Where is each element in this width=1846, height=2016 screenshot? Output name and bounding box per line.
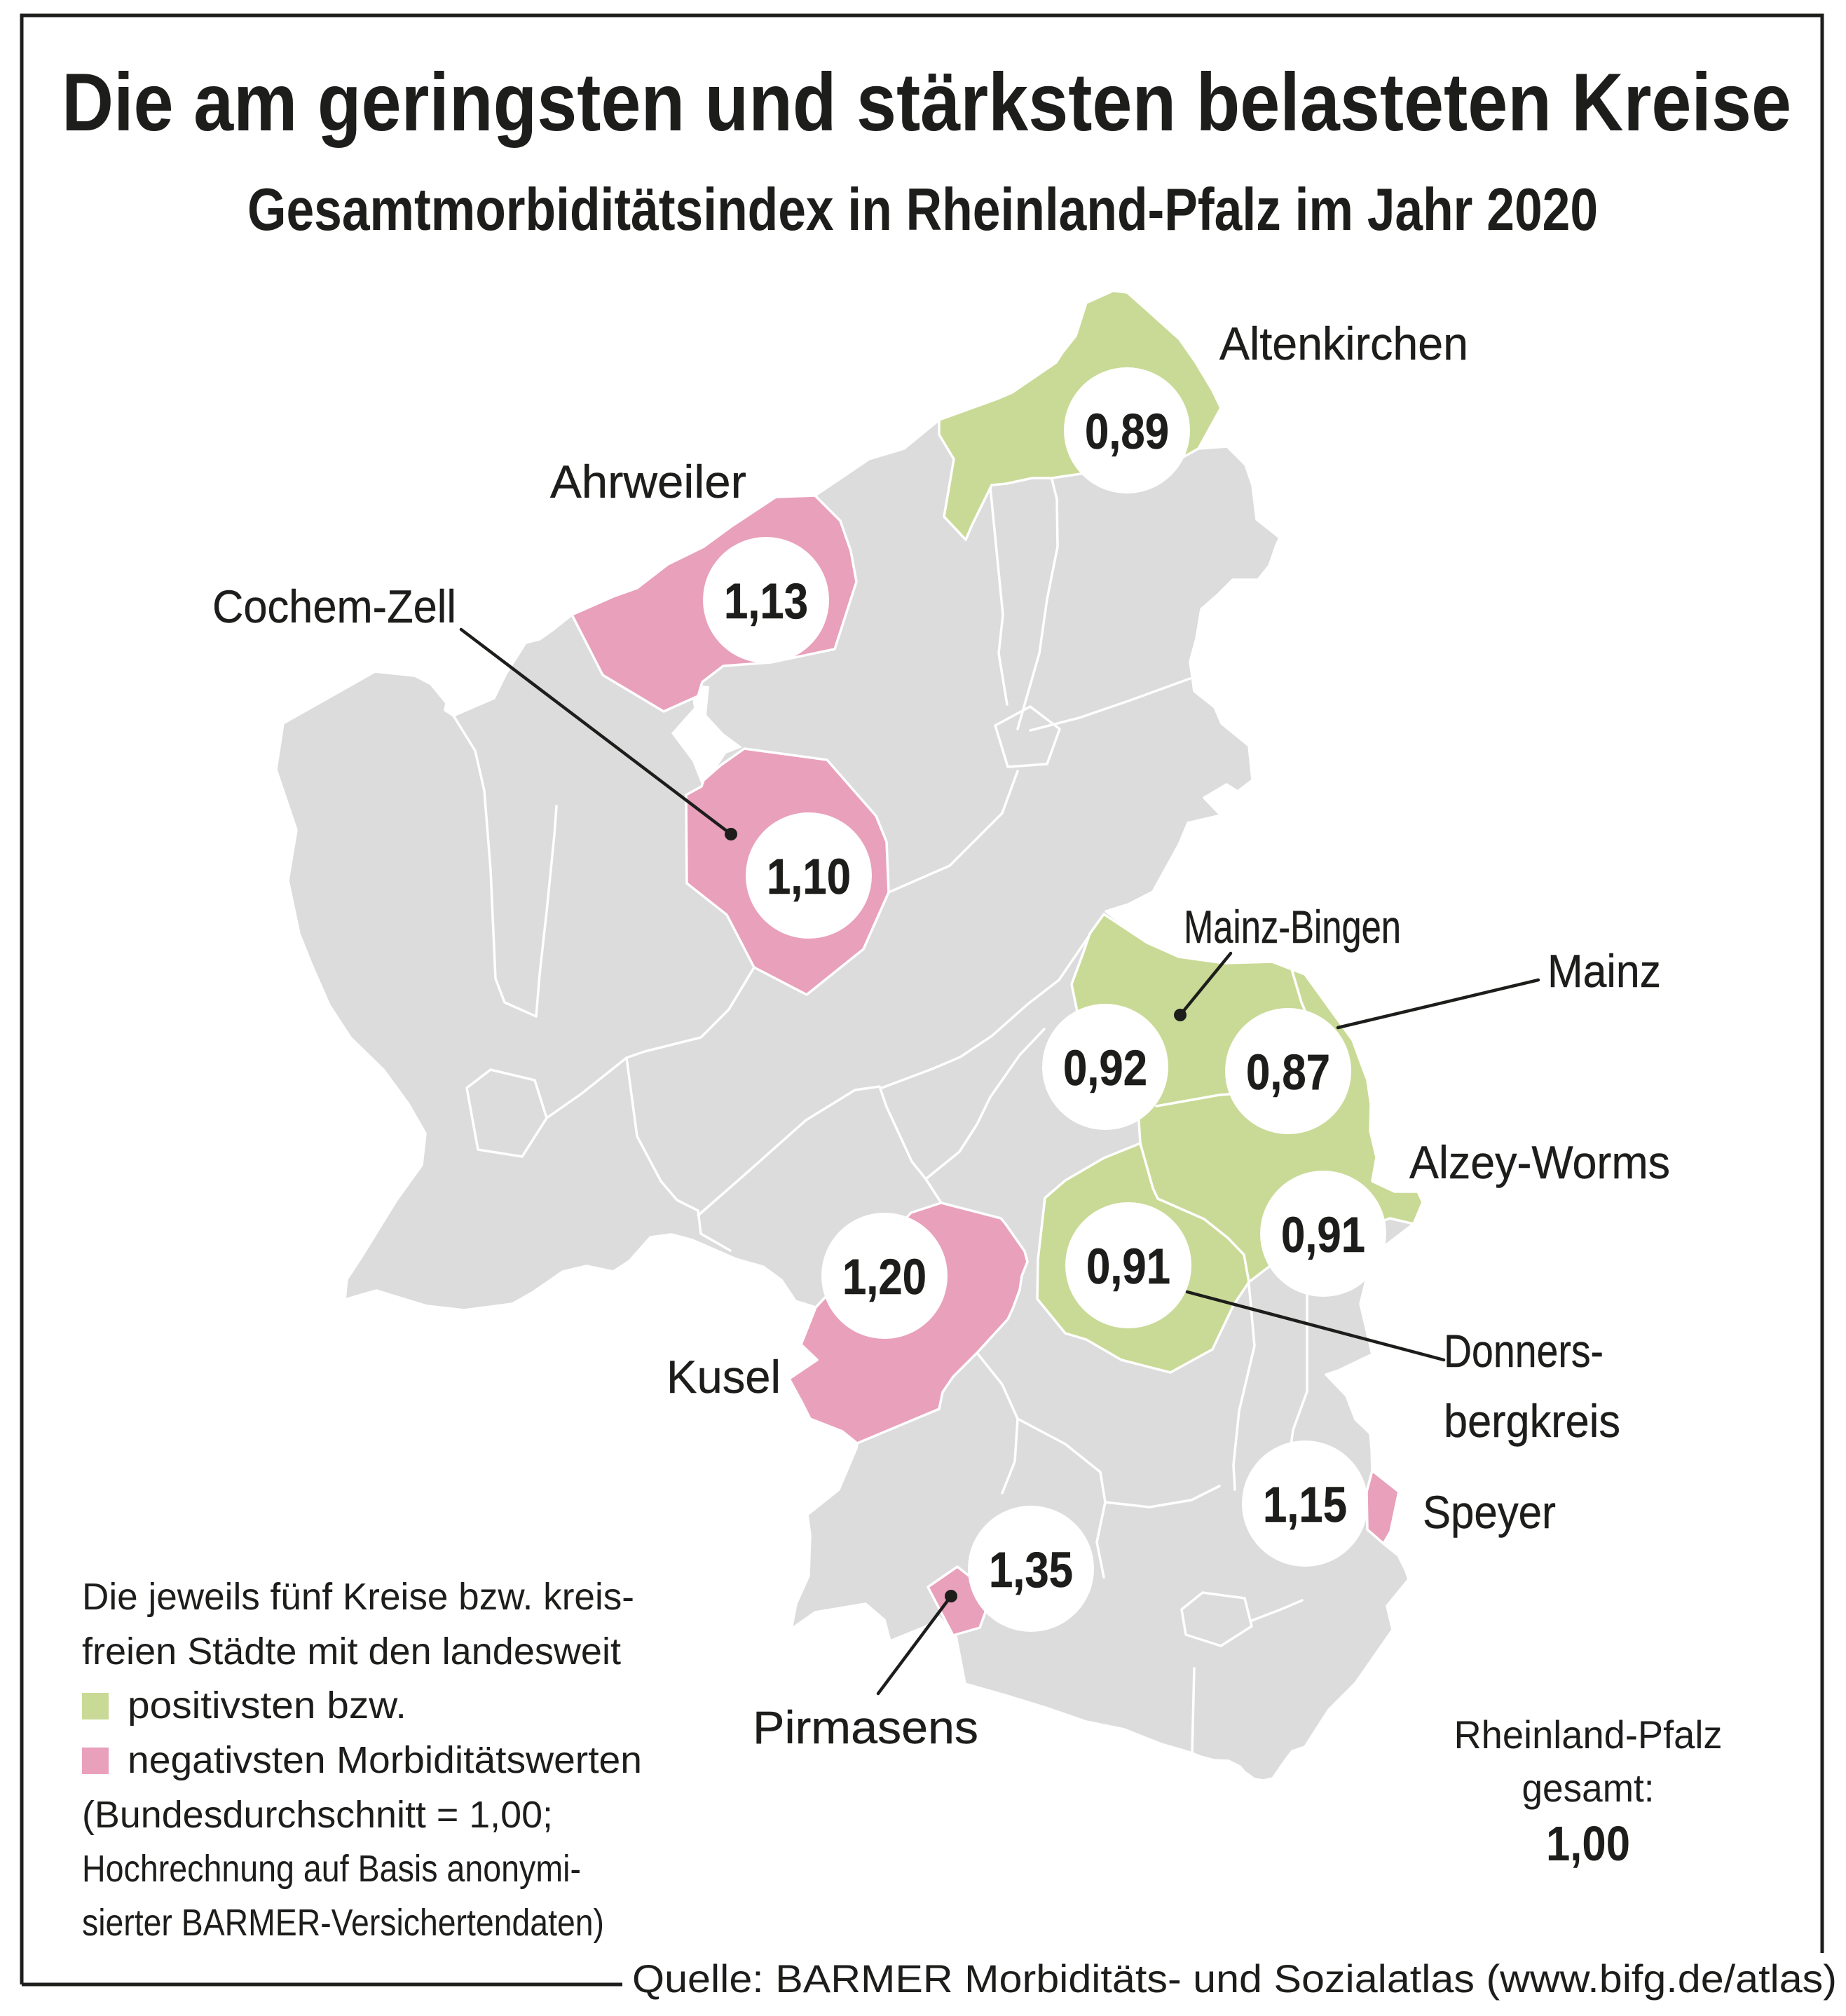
svg-text:0,91: 0,91 xyxy=(1281,1208,1365,1263)
svg-text:Die am geringsten und stärkste: Die am geringsten und stärksten belastet… xyxy=(62,56,1791,148)
svg-text:Speyer: Speyer xyxy=(1423,1486,1556,1538)
svg-text:Alzey-Worms: Alzey-Worms xyxy=(1409,1136,1670,1188)
svg-text:1,00: 1,00 xyxy=(1546,1816,1630,1871)
svg-text:(Bundesdurchschnitt = 1,00;: (Bundesdurchschnitt = 1,00; xyxy=(82,1794,553,1836)
svg-text:1,10: 1,10 xyxy=(767,850,851,905)
svg-text:positivsten bzw.: positivsten bzw. xyxy=(128,1684,406,1726)
svg-text:sierter BARMER-Versichertendat: sierter BARMER-Versichertendaten) xyxy=(82,1902,604,1944)
svg-text:Die jeweils fünf Kreise bzw. k: Die jeweils fünf Kreise bzw. kreis- xyxy=(82,1576,634,1618)
svg-text:Kusel: Kusel xyxy=(666,1351,781,1403)
svg-text:Mainz: Mainz xyxy=(1547,945,1661,997)
svg-text:Ahrweiler: Ahrweiler xyxy=(550,456,746,508)
svg-text:Quelle: BARMER Morbiditäts- un: Quelle: BARMER Morbiditäts- und Sozialat… xyxy=(632,1956,1837,2001)
svg-text:Donners-: Donners- xyxy=(1444,1325,1604,1377)
svg-text:Hochrechnung auf Basis anonymi: Hochrechnung auf Basis anonymi- xyxy=(82,1848,581,1890)
svg-text:0,91: 0,91 xyxy=(1086,1239,1170,1295)
svg-text:1,15: 1,15 xyxy=(1263,1478,1347,1533)
svg-text:gesamt:: gesamt: xyxy=(1522,1766,1655,1810)
svg-text:0,89: 0,89 xyxy=(1085,404,1169,460)
svg-text:0,92: 0,92 xyxy=(1063,1041,1147,1096)
svg-text:1,20: 1,20 xyxy=(842,1250,927,1305)
svg-text:Rheinland-Pfalz: Rheinland-Pfalz xyxy=(1454,1712,1723,1757)
svg-text:Mainz-Bingen: Mainz-Bingen xyxy=(1184,901,1401,953)
svg-text:1,35: 1,35 xyxy=(989,1543,1073,1598)
svg-text:0,87: 0,87 xyxy=(1246,1045,1330,1101)
svg-text:bergkreis: bergkreis xyxy=(1444,1395,1620,1447)
svg-text:Altenkirchen: Altenkirchen xyxy=(1219,318,1468,369)
svg-text:Pirmasens: Pirmasens xyxy=(753,1701,978,1753)
svg-text:Cochem-Zell: Cochem-Zell xyxy=(212,580,456,632)
svg-text:freien Städte mit den landeswe: freien Städte mit den landesweit xyxy=(82,1630,621,1673)
svg-text:Gesamtmorbiditätsindex in Rhei: Gesamtmorbiditätsindex in Rheinland-Pfal… xyxy=(247,177,1598,243)
svg-text:negativsten Morbiditätswerten: negativsten Morbiditätswerten xyxy=(128,1739,642,1781)
svg-text:1,13: 1,13 xyxy=(724,574,808,629)
